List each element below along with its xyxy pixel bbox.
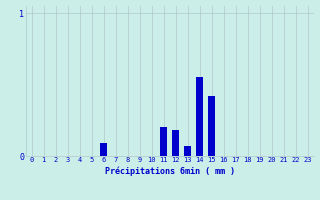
Bar xyxy=(100,143,107,156)
Bar xyxy=(184,146,191,156)
Bar xyxy=(196,77,203,156)
Bar xyxy=(172,130,179,156)
Bar xyxy=(208,96,215,156)
X-axis label: Précipitations 6min ( mm ): Précipitations 6min ( mm ) xyxy=(105,166,235,176)
Bar xyxy=(160,127,167,156)
